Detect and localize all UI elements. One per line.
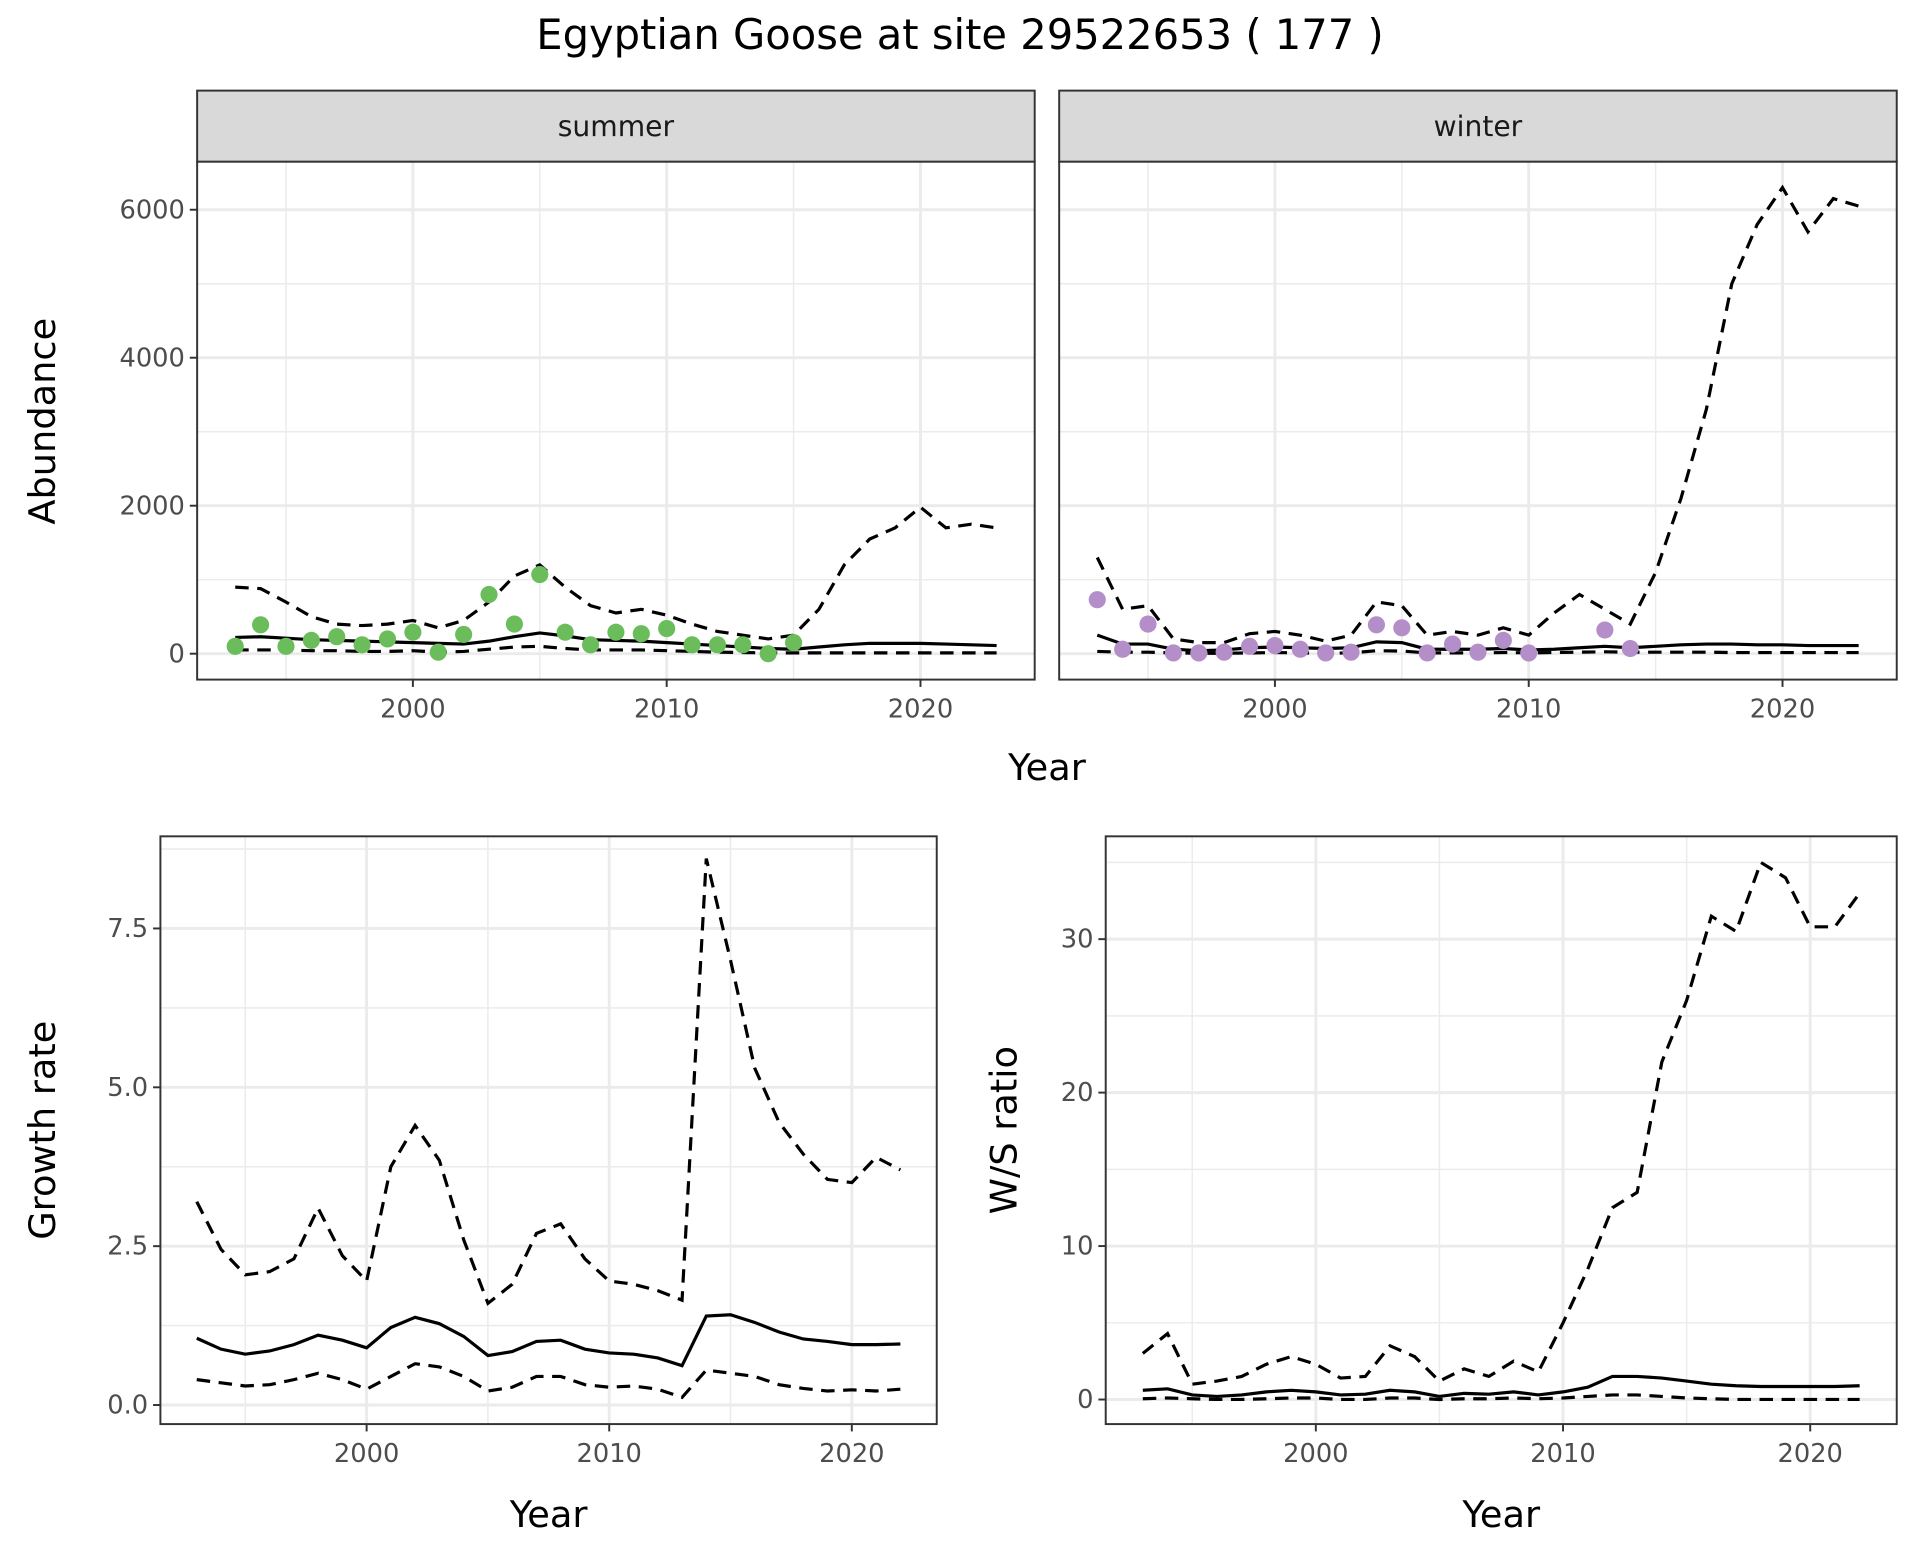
panel-growth-rate: 2000 2010 2020 0.0 2.5 5.0 7.5 (107, 835, 938, 1469)
series-line-upper (1141, 860, 1861, 1386)
growth-y-axis-title: Growth rate (21, 1021, 64, 1240)
x-tick-label: 2000 (1283, 1439, 1348, 1469)
series-line-estimate (1142, 1374, 1860, 1399)
data-point (480, 585, 498, 604)
y-tick-label: 10 (1061, 1232, 1094, 1262)
panel-border (159, 835, 938, 1426)
data-point (1621, 639, 1639, 658)
x-tick-label: 2000 (334, 1439, 399, 1469)
data-point (353, 636, 371, 654)
data-point (1520, 644, 1538, 662)
y-tick-label: 0.0 (107, 1391, 148, 1421)
data-point (404, 623, 422, 641)
data-point (1469, 643, 1487, 661)
data-point (1215, 643, 1233, 661)
data-point (252, 616, 270, 634)
data-point (1393, 619, 1411, 637)
data-point (607, 623, 625, 641)
y-tick-label: 30 (1061, 925, 1094, 955)
data-point (734, 636, 752, 654)
data-point (683, 636, 701, 654)
series-line-upper (235, 505, 997, 641)
data-point (277, 637, 295, 655)
data-point (1190, 644, 1208, 662)
data-point (1164, 644, 1182, 662)
series-line-upper (195, 858, 902, 1306)
growth-x-axis-title: Year (509, 1493, 589, 1536)
data-point (708, 636, 727, 654)
series-line-estimate (196, 1313, 901, 1368)
panel-background (1059, 161, 1897, 680)
data-point (1367, 616, 1386, 634)
panel-winter: winter 2000 2010 2020 (1058, 89, 1898, 725)
x-tick-label: 2020 (1750, 695, 1815, 725)
data-point (556, 623, 574, 641)
data-point (1114, 640, 1132, 658)
data-point (1088, 591, 1106, 609)
x-tick-label: 2000 (380, 695, 445, 725)
y-tick-label: 20 (1061, 1078, 1094, 1108)
y-tick-label: 2000 (119, 491, 184, 521)
data-point (328, 628, 346, 646)
data-point (1240, 637, 1259, 655)
top-y-axis-title: Abundance (21, 318, 64, 525)
y-tick-label: 0 (1077, 1385, 1093, 1415)
panel-border (1104, 835, 1898, 1426)
data-point (1291, 640, 1309, 658)
y-tick-label: 6000 (119, 195, 184, 225)
data-point (302, 631, 320, 649)
data-point (531, 565, 549, 584)
facet-strip-label: winter (1434, 110, 1523, 143)
data-point (1266, 636, 1284, 655)
series-line-lower (235, 644, 997, 655)
data-point (1596, 621, 1614, 639)
y-tick-label: 5.0 (107, 1073, 148, 1103)
data-point (632, 625, 650, 643)
series-line-lower (1142, 1393, 1860, 1402)
y-tick-label: 4000 (119, 343, 184, 373)
data-point (1444, 635, 1462, 653)
x-tick-label: 2020 (1778, 1439, 1843, 1469)
y-tick-label: 0 (169, 639, 185, 669)
facet-strip-label: summer (558, 110, 675, 143)
x-tick-label: 2010 (1496, 695, 1561, 725)
data-point (1342, 643, 1360, 661)
series-line-lower (196, 1362, 901, 1400)
data-point (505, 615, 523, 633)
top-x-axis-title: Year (1007, 746, 1087, 789)
x-tick-label: 2020 (819, 1439, 884, 1469)
series-line-upper (1095, 184, 1860, 645)
x-tick-label: 2010 (577, 1439, 642, 1469)
data-point (226, 637, 244, 655)
data-point (785, 634, 803, 652)
x-tick-label: 2010 (1530, 1439, 1595, 1469)
data-point (759, 645, 777, 663)
facet-strip (196, 89, 1036, 163)
data-point (1139, 615, 1157, 633)
x-tick-label: 2020 (888, 695, 953, 725)
data-point (1418, 644, 1436, 662)
panel-background (160, 836, 937, 1425)
data-point (1494, 631, 1512, 649)
x-tick-label: 2000 (1242, 695, 1307, 725)
panel-background (197, 161, 1035, 680)
facet-strip (1058, 89, 1898, 163)
data-point (1317, 644, 1335, 662)
data-point (581, 636, 600, 654)
panel-w-s-ratio: 2000 2010 2020 0 10 20 30 (1061, 835, 1898, 1469)
y-tick-label: 2.5 (107, 1232, 148, 1262)
panel-summer: summer 2000 2010 2020 0 2000 4000 6000 (119, 89, 1036, 725)
data-point (378, 630, 397, 648)
data-point (455, 625, 473, 644)
ws-y-axis-title: W/S ratio (982, 1046, 1025, 1214)
chart-title: Egyptian Goose at site 29522653 ( 177 ) (536, 10, 1383, 59)
x-tick-label: 2010 (634, 695, 699, 725)
data-point (658, 619, 676, 638)
panel-background (1105, 836, 1897, 1425)
data-point (429, 643, 447, 661)
ws-x-axis-title: Year (1461, 1493, 1541, 1536)
y-tick-label: 7.5 (107, 914, 148, 944)
